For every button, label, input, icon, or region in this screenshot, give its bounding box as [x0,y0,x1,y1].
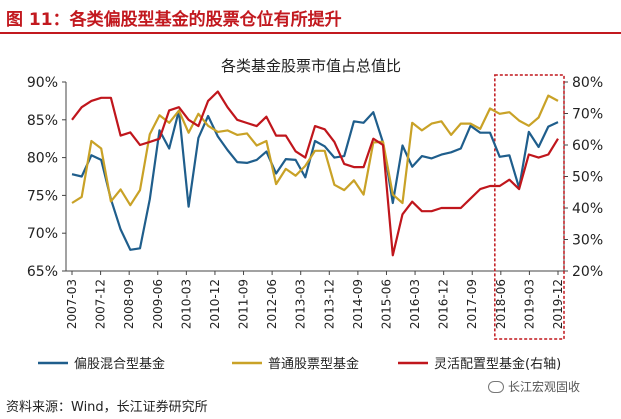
y-tick-label-left: 70% [27,226,58,242]
y-tick-label-right: 40% [572,201,603,217]
legend-item-0: 偏股混合型基金 [38,356,165,372]
y-tick-label-right: 80% [572,75,603,91]
x-tick-label: 2017-09 [465,279,479,329]
x-tick-label: 2011-09 [237,279,251,329]
series-line-0 [71,109,559,251]
x-tick-label: 2007-12 [94,279,108,329]
series-line-2 [71,90,559,257]
chart-title: 各类基金股票市值占总值比 [221,57,401,75]
x-tick-label: 2015-06 [379,279,393,329]
legend-item-2: 灵活配置型基金(右轴) [398,356,561,372]
x-tick-label: 2014-09 [351,279,365,329]
chart-legend: 偏股混合型基金 普通股票型基金 灵活配置型基金(右轴) [38,356,561,372]
figure-title: 图 11：各类偏股型基金的股票仓位有所提升 [6,10,342,30]
x-tick-label: 2010-12 [208,279,222,329]
x-tick-label: 2013-03 [294,279,308,329]
x-tick-label: 2016-12 [437,279,451,329]
x-tick-label: 2013-12 [322,279,336,329]
wechat-icon [488,380,504,393]
y-tick-label-left: 75% [27,188,58,204]
legend-label: 灵活配置型基金(右轴) [434,356,561,372]
y-tick-label-right: 20% [572,264,603,280]
y-tick-label-right: 60% [572,138,603,154]
y-tick-label-left: 80% [27,151,58,167]
y-tick-label-left: 65% [27,264,58,280]
x-tick-label: 2019-03 [522,279,536,329]
series-line-1 [71,94,559,207]
figure-header: 图 11：各类偏股型基金的股票仓位有所提升 [0,0,621,34]
x-tick-label: 2009-06 [151,279,165,329]
x-tick-label: 2018-06 [494,279,508,329]
legend-label: 普通股票型基金 [268,356,359,372]
x-tick-label: 2012-06 [265,279,279,329]
x-tick-label: 2007-03 [65,279,79,329]
watermark-text: 长江宏观固收 [508,380,581,394]
y-tick-label-left: 85% [27,113,58,129]
x-tick-label: 2016-03 [408,279,422,329]
legend-label: 偏股混合型基金 [74,356,165,372]
y-tick-label-left: 90% [27,75,58,91]
legend-item-1: 普通股票型基金 [232,356,359,372]
x-tick-label: 2010-03 [179,279,193,329]
y-tick-label-right: 50% [572,170,603,186]
watermark: 长江宏观固收 [488,378,580,395]
x-tick-label: 2008-09 [122,279,136,329]
y-tick-label-right: 70% [572,107,603,123]
chart-axes: 65% 70% 75% 80% 85% 90% 20% 30% 40% 50% 60% 70% 80% 2… [27,74,603,340]
highlight-box [494,74,565,340]
chart-series-layer [71,90,559,257]
line-chart: 各类基金股票市值占总值比 65% 70% 75% 80% 85% 90% 20% 30% 40%… [27,57,603,372]
source-note: 资料来源：Wind，长江证券研究所 [6,400,208,415]
y-tick-label-right: 30% [572,233,603,249]
x-tick-label: 2019-12 [551,279,565,329]
